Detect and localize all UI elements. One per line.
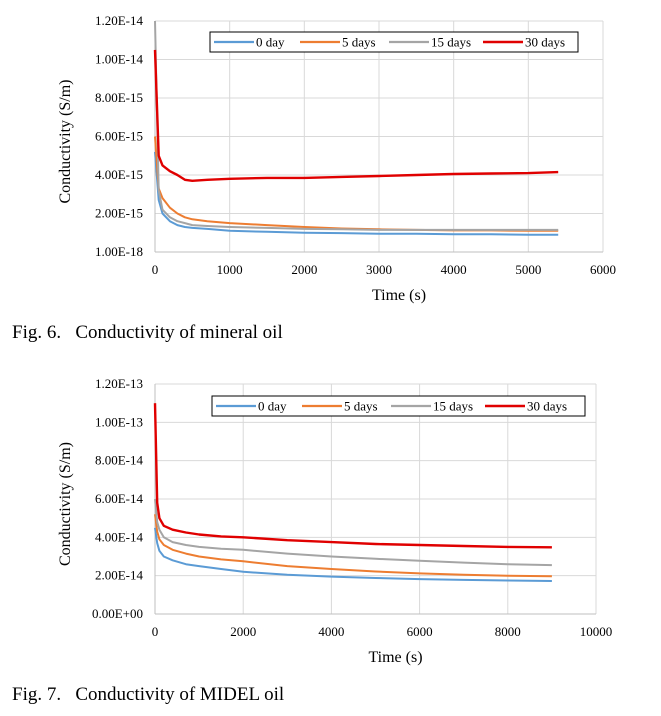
y-tick-label: 8.00E-14 xyxy=(95,453,144,468)
x-tick-label: 2000 xyxy=(230,624,256,639)
x-tick-label: 0 xyxy=(152,262,159,277)
y-tick-label: 1.00E-13 xyxy=(95,414,143,429)
y-tick-label: 1.20E-14 xyxy=(95,13,144,28)
x-tick-label: 3000 xyxy=(366,262,392,277)
legend-label: 15 days xyxy=(433,399,473,414)
x-axis-title: Time (s) xyxy=(372,287,426,304)
y-tick-label: 1.20E-13 xyxy=(95,376,143,391)
series-line-30-days xyxy=(153,49,559,183)
y-tick-label: 4.00E-15 xyxy=(95,167,143,182)
y-tick-label: 1.00E-18 xyxy=(95,244,143,259)
x-tick-label: 6000 xyxy=(590,262,616,277)
y-tick-label: 2.00E-15 xyxy=(95,206,143,221)
legend-label: 0 day xyxy=(258,399,287,414)
series-line-5-days xyxy=(154,136,559,232)
chart-fig7: 0.00E+00 2.00E-14 4.00E-14 6.00E-14 8.00E-14… xyxy=(57,376,612,666)
x-tick-label: 0 xyxy=(152,624,159,639)
x-tick-label: 1000 xyxy=(217,262,243,277)
legend-label: 15 days xyxy=(431,35,471,50)
y-tick-label: 6.00E-14 xyxy=(95,491,144,506)
x-tick-label: 8000 xyxy=(495,624,521,639)
legend-label: 30 days xyxy=(527,399,567,414)
x-axis-title: Time (s) xyxy=(368,649,422,666)
x-tick-label: 4000 xyxy=(441,262,467,277)
series-line-0-day xyxy=(154,527,552,582)
y-axis-title: Conductivity (S/m) xyxy=(57,80,74,204)
series-line-30-days xyxy=(153,403,552,549)
chart-fig6: 1.00E-18 2.00E-15 4.00E-15 6.00E-15 8.00E-15… xyxy=(57,13,616,304)
y-tick-label: 4.00E-14 xyxy=(95,529,144,544)
legend-label: 5 days xyxy=(342,35,376,50)
y-tick-label: 6.00E-15 xyxy=(95,129,143,144)
series-line-5-days xyxy=(154,514,552,578)
x-tick-label: 6000 xyxy=(407,624,433,639)
legend-label: 0 day xyxy=(256,35,285,50)
figure-6-caption: Fig. 6. Conductivity of mineral oil xyxy=(12,322,283,343)
series-line-0-day xyxy=(154,151,559,236)
y-tick-label: 8.00E-15 xyxy=(95,90,143,105)
y-axis-title: Conductivity (S/m) xyxy=(57,442,74,566)
y-tick-label: 2.00E-14 xyxy=(95,568,144,583)
legend-label: 5 days xyxy=(344,399,378,414)
figure-7-caption: Fig. 7. Conductivity of MIDEL oil xyxy=(12,684,285,705)
series-line-15-days xyxy=(154,20,559,231)
y-tick-label: 1.00E-14 xyxy=(95,52,144,67)
x-tick-label: 4000 xyxy=(318,624,344,639)
legend: 0 day 5 days 15 days 30 days xyxy=(209,31,579,53)
legend: 0 day 5 days 15 days 30 days xyxy=(211,395,586,417)
series-line-15-days xyxy=(154,498,552,567)
x-tick-label: 10000 xyxy=(580,624,613,639)
y-tick-label: 0.00E+00 xyxy=(92,606,143,621)
x-tick-label: 5000 xyxy=(515,262,541,277)
legend-label: 30 days xyxy=(525,35,565,50)
x-tick-label: 2000 xyxy=(291,262,317,277)
